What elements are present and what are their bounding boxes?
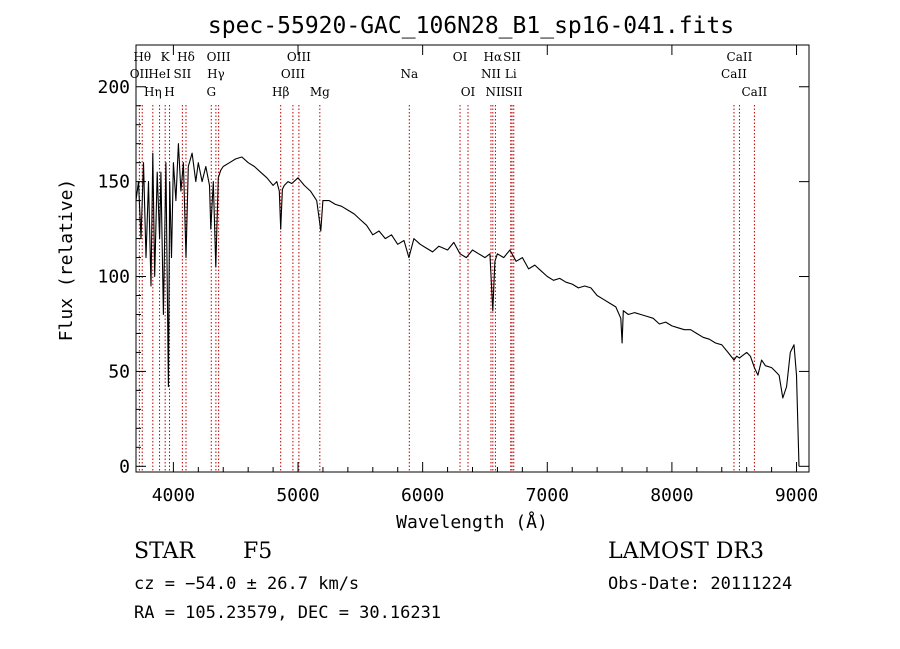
y-tick-label: 0 — [119, 456, 130, 477]
x-tick-label: 8000 — [650, 485, 693, 506]
line-marker-label: OIII — [281, 67, 305, 81]
line-marker-label: OIII — [207, 50, 231, 64]
line-marker-label: NII — [485, 85, 505, 99]
line-marker-label: H — [164, 85, 174, 99]
x-tick-label: 7000 — [526, 485, 569, 506]
x-tick-label: 5000 — [276, 485, 319, 506]
line-marker-label: Hγ — [207, 67, 225, 81]
line-marker-label: K — [161, 50, 171, 64]
y-tick-label: 200 — [97, 77, 130, 98]
x-axis-label: Wavelength (Å) — [396, 511, 548, 533]
y-tick-label: 50 — [108, 361, 130, 382]
object-subclass: F5 — [243, 539, 273, 564]
x-tick-label: 6000 — [401, 485, 444, 506]
line-marker-label: OIII — [287, 50, 311, 64]
line-marker-label: Hη — [144, 85, 162, 99]
line-marker-label: Hβ — [272, 85, 289, 99]
line-marker-label: OI — [461, 85, 476, 99]
object-class: STAR — [134, 539, 195, 564]
y-tick-label: 100 — [97, 267, 130, 288]
line-marker-label: G — [206, 85, 216, 99]
line-marker-label: OI — [453, 50, 468, 64]
survey-label: LAMOST DR3 — [608, 539, 764, 564]
line-marker-label: Li — [505, 67, 517, 81]
line-marker-label: Mg — [310, 85, 330, 99]
line-marker-label: SII — [503, 50, 521, 64]
line-marker-label: SII — [174, 67, 192, 81]
line-marker-label: NII — [481, 67, 501, 81]
line-marker-label: Hα — [484, 50, 503, 64]
coordinates-text: RA = 105.23579, DEC = 30.16231 — [134, 603, 442, 623]
line-marker-label: HeI — [148, 67, 171, 81]
x-tick-label: 9000 — [775, 485, 818, 506]
line-marker-label: Na — [400, 67, 418, 81]
plot-frame — [135, 44, 810, 473]
y-tick-label: 150 — [97, 172, 130, 193]
x-tick-label: 4000 — [152, 485, 195, 506]
line-marker-label: OII — [130, 67, 150, 81]
emission-line-markers: OIIHθHηHeIKHSIIHδGHγOIIIHβOIIIOIIIMgNaOI… — [130, 50, 768, 472]
line-marker-label: SII — [505, 85, 523, 99]
line-marker-label: CaII — [741, 85, 767, 99]
y-axis: 0 50 100 150 200 — [97, 77, 809, 477]
line-marker-label: CaII — [727, 50, 753, 64]
line-marker-label: CaII — [721, 67, 747, 81]
x-axis: 4000 5000 6000 7000 8000 9000 — [152, 45, 818, 506]
line-marker-label: Hδ — [177, 50, 195, 64]
y-axis-label: Flux (relative) — [56, 179, 77, 342]
obs-date: Obs-Date: 20111224 — [608, 574, 793, 594]
redshift-text: cz = −54.0 ± 26.7 km/s — [134, 574, 360, 594]
spectrum-line — [135, 143, 800, 467]
line-marker-label: Hθ — [133, 50, 151, 64]
chart-title: spec-55920-GAC_106N28_B1_sp16-041.fits — [208, 13, 734, 39]
